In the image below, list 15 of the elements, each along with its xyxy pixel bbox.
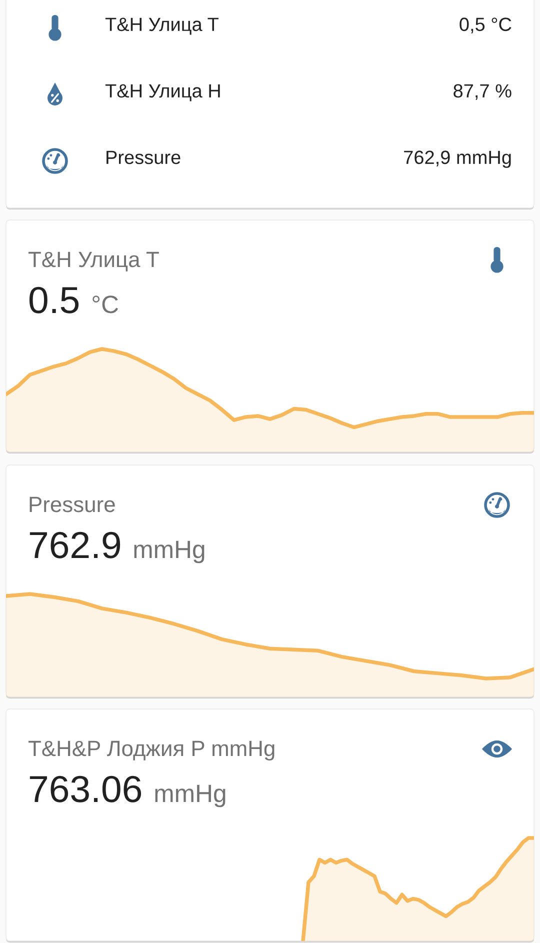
category-label: T&H Улица T: [105, 18, 218, 35]
chart-title: T&H&P Лоджия P mmHg: [28, 740, 274, 761]
text: mmHg: [155, 784, 226, 808]
chart-title: Pressure: [30, 496, 115, 512]
chart-title: T&H Улица T: [28, 252, 159, 272]
text: 87,7 %: [454, 84, 512, 100]
text: °C: [92, 296, 118, 314]
text: 0,5 °C: [460, 18, 512, 34]
chart-subtitle: 762.9: [30, 532, 120, 558]
text: mmHg: [134, 540, 204, 564]
chart-subtitle: 0.5: [29, 286, 79, 314]
category-label: Pressure: [106, 150, 180, 164]
chart-subtitle: 763.06: [30, 776, 142, 802]
category-label: T&H Улица H: [105, 84, 220, 102]
text: 762,9 mmHg: [404, 150, 511, 168]
